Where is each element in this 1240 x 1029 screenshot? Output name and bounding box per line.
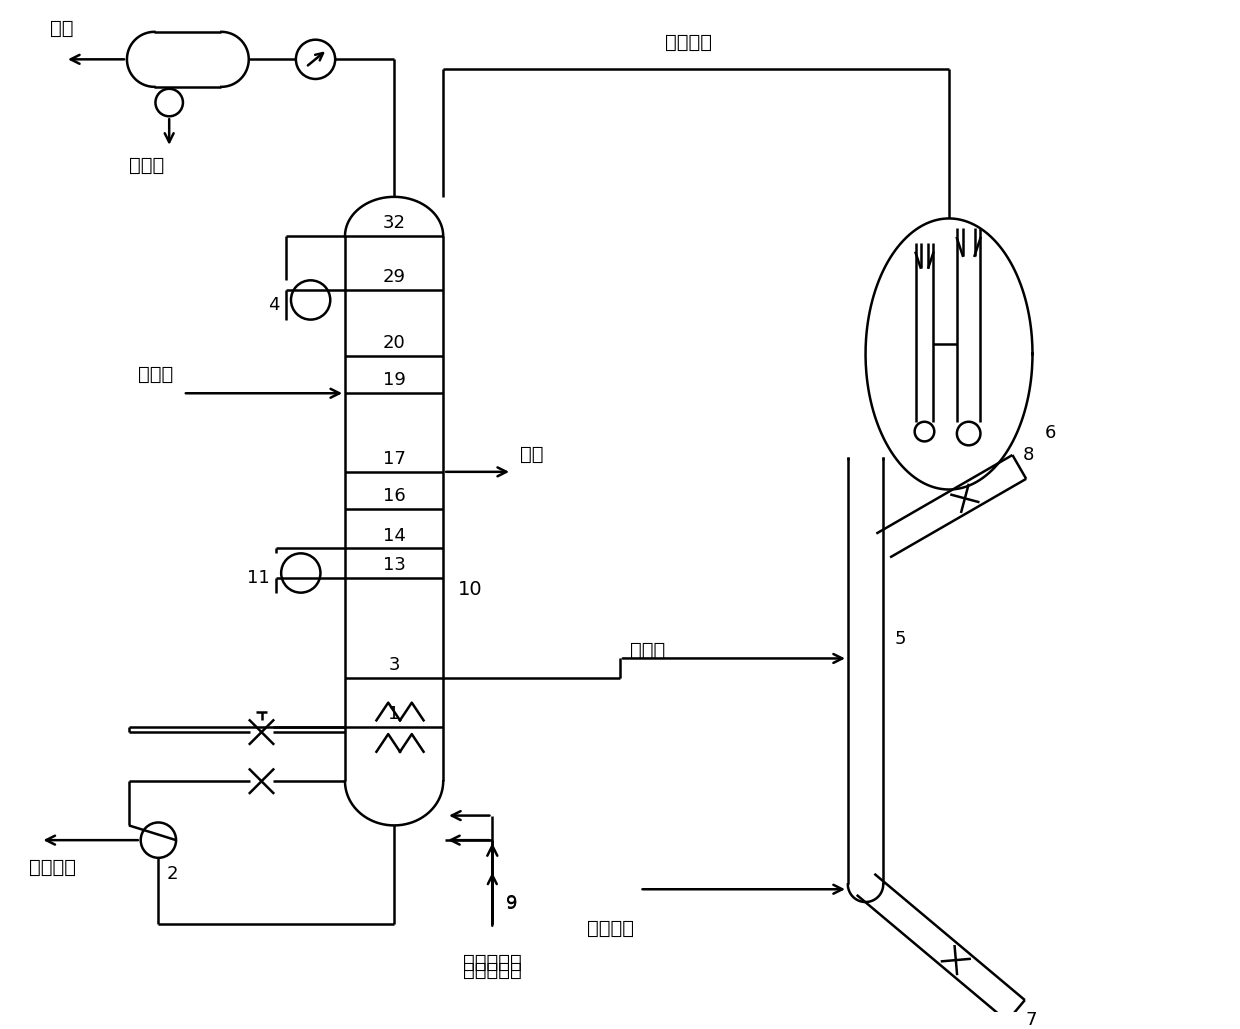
Text: 9: 9	[506, 894, 517, 912]
Text: 8: 8	[1022, 446, 1034, 464]
Text: 5: 5	[895, 630, 906, 648]
Text: 32: 32	[383, 214, 405, 233]
Text: 富柴油: 富柴油	[138, 364, 174, 384]
Text: 轻质原料油: 轻质原料油	[463, 953, 522, 972]
Text: 11: 11	[247, 569, 269, 587]
Text: 29: 29	[383, 269, 405, 286]
Text: 7: 7	[1025, 1012, 1038, 1029]
Text: 3: 3	[388, 657, 399, 674]
Text: 6: 6	[1044, 424, 1055, 441]
Text: 新鲜原料: 新鲜原料	[587, 919, 634, 937]
Text: 回炼油: 回炼油	[630, 641, 665, 661]
Text: 1: 1	[388, 706, 399, 723]
Text: 9: 9	[506, 895, 517, 913]
Text: 2: 2	[166, 864, 177, 883]
Text: 粗汉油: 粗汉油	[129, 155, 164, 175]
Text: 柴油: 柴油	[520, 445, 543, 464]
Text: 20: 20	[383, 334, 405, 352]
Text: 富气: 富气	[51, 19, 74, 38]
Text: 10: 10	[458, 580, 482, 599]
Text: 16: 16	[383, 488, 405, 505]
Text: 13: 13	[383, 556, 405, 574]
Text: 17: 17	[383, 450, 405, 468]
Text: 产品油浆: 产品油浆	[29, 858, 76, 877]
Text: 轻质原料油: 轻质原料油	[463, 961, 522, 980]
Text: 4: 4	[268, 296, 279, 314]
Text: 反应油气: 反应油气	[665, 33, 712, 51]
Text: 19: 19	[383, 371, 405, 390]
Text: 14: 14	[383, 527, 405, 544]
